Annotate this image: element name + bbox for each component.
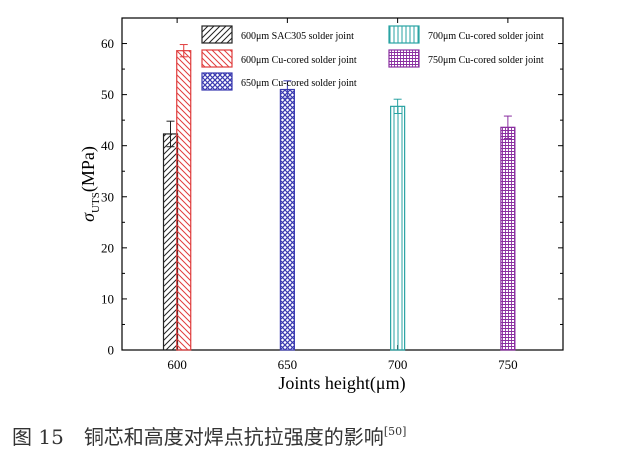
bar [162,133,179,351]
legend-swatch [201,49,233,68]
figure-number: 图 15 [12,425,64,449]
y-tick-label: 30 [101,189,114,204]
bars [162,44,516,351]
legend-swatch [388,49,420,68]
x-axis-title: Joints height(μm) [278,373,405,394]
figure-caption: 图 15 铜芯和高度对焊点抗拉强度的影响[50] [12,421,406,450]
y-axis-title: σUTS(MPa) [78,146,102,222]
bar [279,88,295,351]
x-tick-label: 700 [388,357,408,372]
y-tick-label: 40 [101,138,114,153]
y-tick-label: 60 [101,36,114,51]
bar-chart: 0 10 20 30 40 50 60 600 650 700 750 600μm SAC305 … [78,17,564,394]
x-tick-label: 650 [278,357,298,372]
x-tick-label: 600 [167,357,187,372]
x-axis: 600 650 700 750 [167,18,518,372]
plot-frame [121,17,564,351]
legend-label: 600μm SAC305 solder joint [241,31,354,42]
bar [176,50,192,351]
y-axis-title-unit: (MPa) [78,146,99,192]
y-axis-title-subscript: UTS [90,192,102,213]
bar [390,105,406,351]
y-tick-label: 50 [101,87,114,102]
x-tick-label: 750 [498,357,518,372]
legend-label: 750μm Cu-cored solder joint [428,55,544,66]
bar [500,126,516,351]
legend-label: 650μm Cu-cored solder joint [241,78,357,89]
legend-swatch [201,25,233,44]
y-axis: 0 10 20 30 40 50 60 [101,36,563,358]
y-tick-label: 20 [101,240,114,255]
legend-swatch [201,72,233,91]
svg-text:σUTS(MPa): σUTS(MPa) [78,146,102,222]
caption-reference: [50] [383,425,407,438]
y-tick-label: 10 [101,291,114,306]
y-tick-label: 0 [108,343,115,358]
caption-text: 铜芯和高度对焊点抗拉强度的影响 [83,425,384,449]
legend-label: 700μm Cu-cored solder joint [428,31,544,42]
legend-label: 600μm Cu-cored solder joint [241,55,357,66]
y-axis-title-symbol: σ [78,212,98,222]
legend: 600μm SAC305 solder joint 600μm Cu-cored … [201,25,544,91]
legend-swatch [388,25,420,44]
